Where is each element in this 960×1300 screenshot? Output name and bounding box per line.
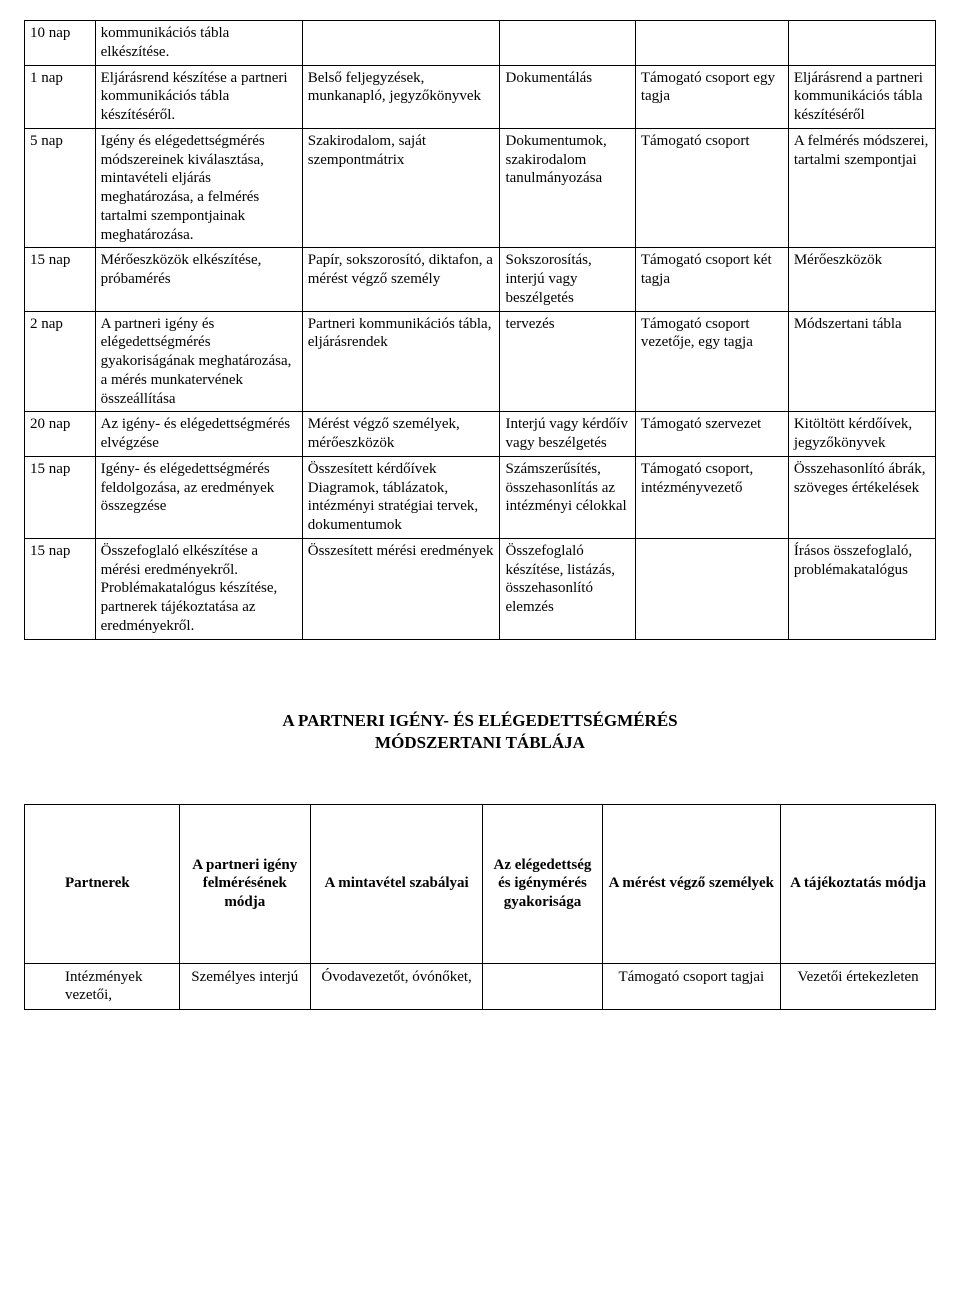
cell-szemelyek: Támogató csoport tagjai <box>602 963 781 1010</box>
cell: Interjú vagy kérdőív vagy beszélgetés <box>500 412 635 457</box>
cell: Írásos összefoglaló, problémakatalógus <box>788 538 935 639</box>
cell: Igény- és elégedettségmérés feldolgozása… <box>95 456 302 538</box>
cell: 10 nap <box>25 21 96 66</box>
cell: Összehasonlító ábrák, szöveges értékelés… <box>788 456 935 538</box>
th-tajekoztatas: A tájékoztatás módja <box>781 804 936 963</box>
cell: Támogató csoport vezetője, egy tagja <box>635 311 788 412</box>
table-row: 15 napIgény- és elégedettségmérés feldol… <box>25 456 936 538</box>
cell-mintavetel: Óvodavezetőt, óvónőket, <box>310 963 483 1010</box>
cell: 1 nap <box>25 65 96 128</box>
table-row: 20 napAz igény- és elégedettségmérés elv… <box>25 412 936 457</box>
table-row: 1 napEljárásrend készítése a partneri ko… <box>25 65 936 128</box>
title-line-1: A PARTNERI IGÉNY- ÉS ELÉGEDETTSÉGMÉRÉS <box>282 711 677 730</box>
methodology-table: Partnerek A partneri igény felmérésének … <box>24 804 936 1011</box>
cell: Összesített kérdőívek Diagramok, tábláza… <box>302 456 500 538</box>
table-header-row: Partnerek A partneri igény felmérésének … <box>25 804 936 963</box>
th-mintavetel: A mintavétel szabályai <box>310 804 483 963</box>
cell: Mérést végző személyek, mérőeszközök <box>302 412 500 457</box>
th-szemelyek: A mérést végző személyek <box>602 804 781 963</box>
cell-gyakorisag <box>483 963 602 1010</box>
cell: kommunikációs tábla elkészítése. <box>95 21 302 66</box>
cell: 15 nap <box>25 456 96 538</box>
cell-partnerek: Intézmények vezetői, <box>25 963 180 1010</box>
cell: Összefoglaló elkészítése a mérési eredmé… <box>95 538 302 639</box>
cell: Eljárásrend a partneri kommunikációs táb… <box>788 65 935 128</box>
cell <box>635 21 788 66</box>
cell <box>302 21 500 66</box>
cell: 15 nap <box>25 248 96 311</box>
cell: tervezés <box>500 311 635 412</box>
cell: Támogató szervezet <box>635 412 788 457</box>
table-row: 15 napÖsszefoglaló elkészítése a mérési … <box>25 538 936 639</box>
table-row: 10 napkommunikációs tábla elkészítése. <box>25 21 936 66</box>
cell: Összefoglaló készítése, listázás, összeh… <box>500 538 635 639</box>
cell-felmeres: Személyes interjú <box>179 963 310 1010</box>
cell: Mérőeszközök elkészítése, próbamérés <box>95 248 302 311</box>
cell: Belső feljegyzések, munkanapló, jegyzőkö… <box>302 65 500 128</box>
section-title: A PARTNERI IGÉNY- ÉS ELÉGEDETTSÉGMÉRÉS M… <box>24 710 936 754</box>
cell <box>788 21 935 66</box>
cell: 5 nap <box>25 128 96 248</box>
cell: 20 nap <box>25 412 96 457</box>
cell <box>500 21 635 66</box>
cell-tajekoztatas: Vezetői értekezleten <box>781 963 936 1010</box>
cell: Partneri kommunikációs tábla, eljárásren… <box>302 311 500 412</box>
cell: Számszerűsítés, összehasonlítás az intéz… <box>500 456 635 538</box>
cell: Összesített mérési eredmények <box>302 538 500 639</box>
table-row: 15 napMérőeszközök elkészítése, próbamér… <box>25 248 936 311</box>
cell: Dokumentumok, szakirodalom tanulmányozás… <box>500 128 635 248</box>
cell: Támogató csoport egy tagja <box>635 65 788 128</box>
th-partnerek: Partnerek <box>25 804 180 963</box>
table-row: Intézmények vezetői, Személyes interjú Ó… <box>25 963 936 1010</box>
cell: Kitöltött kérdőívek, jegyzőkönyvek <box>788 412 935 457</box>
cell: Eljárásrend készítése a partneri kommuni… <box>95 65 302 128</box>
cell: A partneri igény és elégedettségmérés gy… <box>95 311 302 412</box>
table-row: 2 napA partneri igény és elégedettségmér… <box>25 311 936 412</box>
cell: Szakirodalom, saját szempontmátrix <box>302 128 500 248</box>
cell: Mérőeszközök <box>788 248 935 311</box>
cell: Támogató csoport két tagja <box>635 248 788 311</box>
cell: Igény és elégedettségmérés módszereinek … <box>95 128 302 248</box>
title-line-2: MÓDSZERTANI TÁBLÁJA <box>375 733 585 752</box>
cell: Módszertani tábla <box>788 311 935 412</box>
table-row: 5 napIgény és elégedettségmérés módszere… <box>25 128 936 248</box>
th-felmeres-modja: A partneri igény felmérésének módja <box>179 804 310 963</box>
cell: Támogató csoport <box>635 128 788 248</box>
cell: Sokszorosítás, interjú vagy beszélgetés <box>500 248 635 311</box>
cell: Dokumentálás <box>500 65 635 128</box>
schedule-table: 10 napkommunikációs tábla elkészítése.1 … <box>24 20 936 640</box>
cell: 15 nap <box>25 538 96 639</box>
cell: A felmérés módszerei, tartalmi szempontj… <box>788 128 935 248</box>
cell: Támogató csoport, intézményvezető <box>635 456 788 538</box>
cell <box>635 538 788 639</box>
cell: Az igény- és elégedettségmérés elvégzése <box>95 412 302 457</box>
cell: Papír, sokszorosító, diktafon, a mérést … <box>302 248 500 311</box>
th-gyakorisag: Az elégedettség és igénymérés gyakoriság… <box>483 804 602 963</box>
cell: 2 nap <box>25 311 96 412</box>
